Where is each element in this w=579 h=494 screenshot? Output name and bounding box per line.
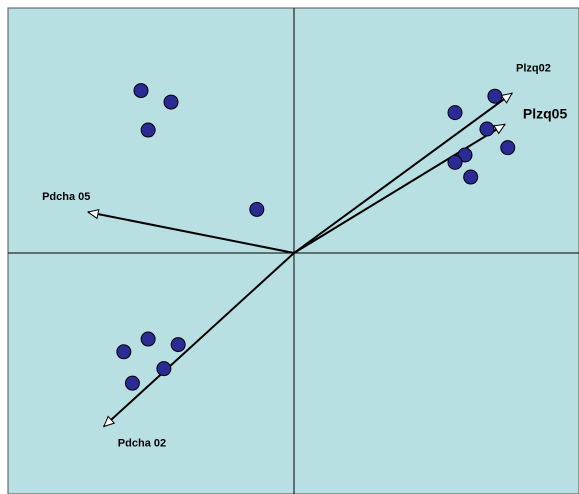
data-point-13 [116, 344, 132, 360]
data-point-15 [124, 375, 140, 391]
vector-arrow-1 [293, 123, 505, 254]
data-point-7 [500, 140, 516, 156]
data-point-1 [163, 94, 179, 110]
data-point-3 [249, 201, 265, 217]
vector-label-1: Plzq05 [523, 105, 568, 121]
data-point-10 [463, 169, 479, 185]
data-point-4 [447, 105, 463, 121]
data-point-14 [156, 361, 172, 377]
data-point-11 [140, 331, 156, 347]
data-point-8 [457, 147, 473, 163]
data-point-2 [140, 122, 156, 138]
data-point-6 [479, 121, 495, 137]
vector-labels: Plzq02 Plzq05 Pdcha 05 Pdcha 02 [42, 62, 567, 449]
vector-arrow-0 [293, 92, 512, 254]
vector-arrow-3 [104, 252, 295, 427]
loading-vectors [88, 92, 512, 427]
vector-label-2: Pdcha 05 [42, 191, 90, 203]
vector-label-3: Pdcha 02 [118, 438, 166, 450]
data-point-9 [447, 154, 463, 170]
vector-label-0: Plzq02 [516, 62, 551, 74]
data-point-0 [133, 83, 149, 99]
score-points [116, 83, 516, 391]
data-point-12 [170, 337, 186, 353]
data-point-5 [487, 88, 503, 104]
vector-arrow-2 [88, 212, 295, 254]
